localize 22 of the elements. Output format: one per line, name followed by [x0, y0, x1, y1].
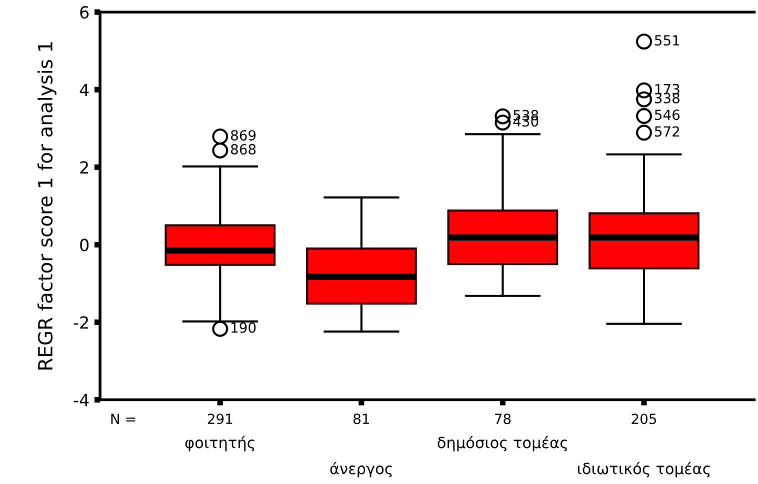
text: 291	[208, 414, 232, 424]
text: N =	[111, 414, 135, 424]
annotation: 868	[230, 144, 256, 155]
text: 205	[632, 414, 656, 424]
y-tick-label: 0	[80, 238, 89, 252]
y-tick-label: 4	[80, 84, 89, 96]
annotation: 190	[232, 322, 256, 333]
y-tick-label: 2	[80, 161, 88, 174]
text: 81	[354, 414, 369, 424]
y-tick-label: -4	[74, 394, 89, 406]
y-axis-title: REGR factor score 1 for analysis 1	[38, 42, 56, 370]
x-tick-label: ιδιωτικός τομέας	[578, 462, 710, 478]
annotation: 869	[230, 130, 256, 141]
annotation: 572	[654, 126, 680, 137]
text: 78	[495, 414, 511, 424]
annotation: 546	[654, 110, 680, 120]
x-tick-label: άνεργος	[330, 462, 392, 478]
x-tick-label: φοιτητής	[185, 436, 254, 452]
y-tick-label: 6	[80, 6, 89, 19]
y-tick-label: -2	[74, 316, 88, 329]
annotation: 551	[654, 35, 680, 46]
x-tick-label: δημόσιος τομέας	[438, 436, 568, 452]
